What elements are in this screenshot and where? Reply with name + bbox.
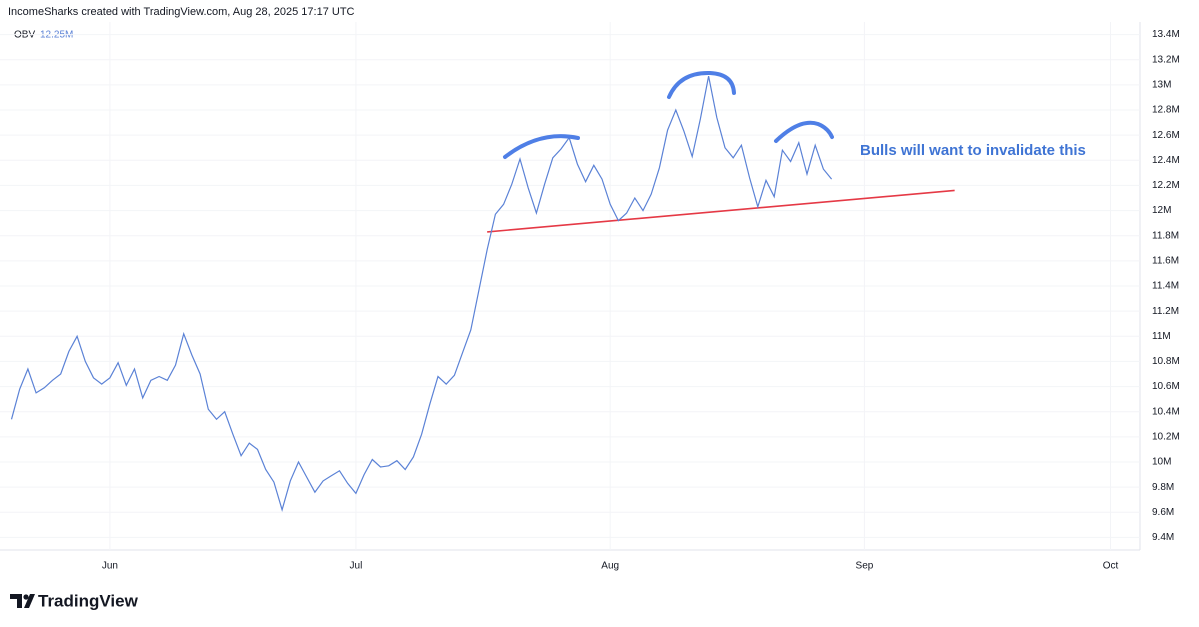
y-tick-label: 9.8M (1152, 482, 1174, 493)
x-tick-label: Jun (102, 561, 118, 572)
legend-value: 12.25M (40, 30, 73, 41)
x-tick-label: Jul (350, 561, 363, 572)
x-tick-label: Oct (1103, 561, 1119, 572)
y-tick-label: 9.4M (1152, 532, 1174, 543)
annotation: Bulls will want to invalidate this (860, 142, 1086, 159)
y-tick-label: 13.2M (1152, 54, 1180, 65)
legend-name: OBV (14, 30, 35, 41)
y-tick-label: 11.4M (1152, 281, 1179, 292)
header: IncomeSharks created with TradingView.co… (8, 6, 355, 18)
y-tick-label: 9.6M (1152, 507, 1174, 518)
y-tick-label: 12.6M (1152, 130, 1180, 141)
arc (774, 120, 834, 143)
logo-icon (10, 594, 35, 608)
y-tick-label: 12M (1152, 205, 1171, 216)
x-tick-label: Sep (856, 561, 874, 572)
y-tick-label: 13.4M (1152, 29, 1180, 40)
trendline (487, 189, 955, 233)
logo: TradingView (10, 591, 139, 610)
y-tick-label: 11.2M (1152, 306, 1179, 317)
y-tick-label: 10.6M (1152, 381, 1180, 392)
y-tick-label: 12.2M (1152, 180, 1180, 191)
y-tick-label: 11.6M (1152, 255, 1179, 266)
y-tick-label: 10.8M (1152, 356, 1180, 367)
x-tick-label: Aug (601, 561, 619, 572)
y-tick-label: 13M (1152, 79, 1171, 90)
arc (667, 70, 736, 99)
arc (503, 134, 580, 159)
y-tick-label: 12.8M (1152, 105, 1180, 116)
y-tick-label: 10M (1152, 457, 1171, 468)
y-tick-label: 10.4M (1152, 406, 1180, 417)
y-tick-label: 11M (1152, 331, 1171, 342)
logo-icon (23, 594, 29, 600)
plot: 9.4M 9.6M 9.8M 10M 10.2M 10.4M 10.6M 10.8M 11M 11… (0, 22, 1180, 572)
hand-drawn-arcs (503, 70, 834, 159)
logo-text: TradingView (38, 591, 139, 610)
y-tick-label: 12.4M (1152, 155, 1180, 166)
y-tick-label: 11.8M (1152, 230, 1179, 241)
series-line (10, 75, 833, 512)
y-tick-label: 10.2M (1152, 431, 1180, 442)
